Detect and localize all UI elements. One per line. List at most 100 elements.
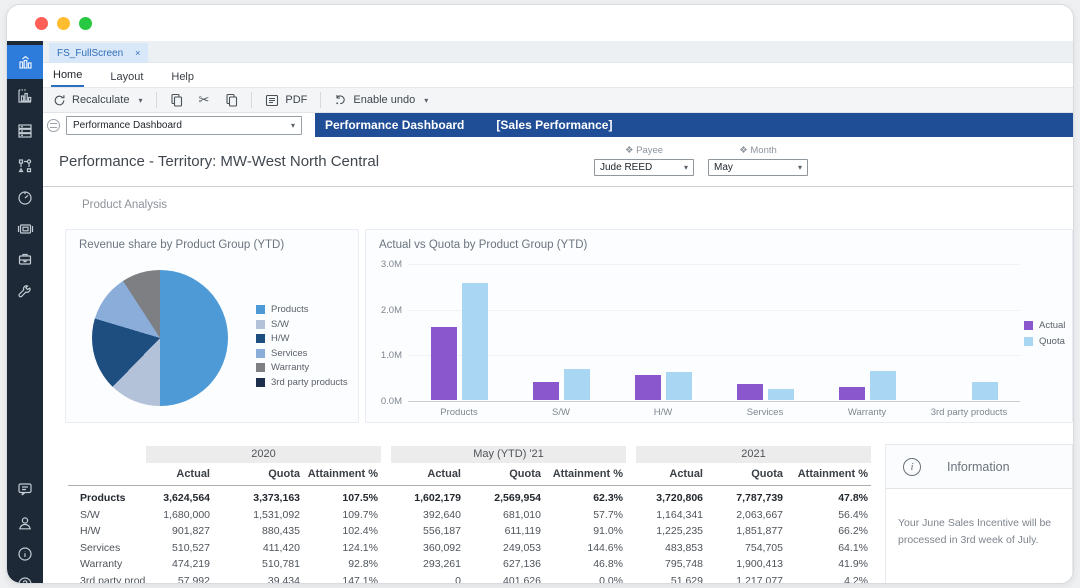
pdf-button[interactable]: PDF: [265, 94, 307, 107]
table-row[interactable]: 3rd party produ 57,992 39,434 147.1% 0 401,62…: [68, 573, 871, 584]
menu-help[interactable]: Help: [171, 71, 194, 83]
table-cell[interactable]: 411,420: [262, 541, 300, 554]
table-cell[interactable]: 1,217,077: [736, 574, 783, 584]
recalculate-button[interactable]: Recalculate ▾: [53, 94, 143, 107]
quota-bar-h-w[interactable]: [665, 372, 692, 400]
menu-home[interactable]: Home: [51, 66, 85, 87]
table-cell[interactable]: 401,626: [503, 574, 541, 584]
table-column-header[interactable]: Attainment %: [307, 467, 378, 480]
table-row[interactable]: H/W 901,827 880,435 102.4% 556,187 611,119 91.…: [68, 523, 871, 540]
table-cell[interactable]: 7,787,739: [736, 492, 783, 505]
quota-bar-s-w[interactable]: [563, 368, 590, 400]
table-cell[interactable]: 0: [455, 574, 461, 584]
table-cell[interactable]: 1,164,341: [656, 508, 703, 521]
actual-bar-s-w[interactable]: [532, 382, 559, 400]
copy-icon[interactable]: [170, 93, 183, 107]
table-cell[interactable]: 249,053: [503, 541, 541, 554]
table-cell[interactable]: 360,092: [423, 541, 461, 554]
table-column-header[interactable]: Actual: [176, 467, 210, 480]
table-row[interactable]: Products 3,624,564 3,373,163 107.5% 1,602,17…: [68, 490, 871, 507]
tab-fs-fullscreen[interactable]: FS_FullScreen ×: [49, 43, 149, 63]
actual-bar-products[interactable]: [430, 326, 457, 400]
table-cell[interactable]: 1,225,235: [656, 525, 703, 538]
data-icon[interactable]: [7, 121, 43, 141]
table-cell[interactable]: 56.4%: [838, 508, 868, 521]
table-row[interactable]: Warranty 474,219 510,781 92.8% 293,261 627,13…: [68, 556, 871, 573]
table-cell[interactable]: 107.5%: [342, 492, 378, 505]
table-cell[interactable]: 62.3%: [593, 492, 623, 505]
table-cell[interactable]: 510,527: [172, 541, 210, 554]
table-column-header[interactable]: Quota: [509, 467, 541, 480]
table-cell[interactable]: 2,569,954: [494, 492, 541, 505]
table-cell[interactable]: 1,680,000: [163, 508, 210, 521]
enable-undo-button[interactable]: Enable undo ▾: [334, 94, 428, 106]
table-column-header[interactable]: Quota: [268, 467, 300, 480]
table-cell[interactable]: 901,827: [172, 525, 210, 538]
table-cell[interactable]: 880,435: [262, 525, 300, 538]
paste-icon[interactable]: [225, 93, 238, 107]
help-icon[interactable]: [7, 574, 43, 583]
table-cell[interactable]: 92.8%: [348, 558, 378, 571]
table-cell[interactable]: 102.4%: [342, 525, 378, 538]
toolbox-icon[interactable]: [7, 249, 43, 269]
month-dropdown[interactable]: May ▾: [708, 159, 808, 176]
table-cell[interactable]: 144.6%: [587, 541, 623, 554]
table-column-header[interactable]: Attainment %: [797, 467, 868, 480]
table-column-header[interactable]: Attainment %: [552, 467, 623, 480]
table-cell[interactable]: 483,853: [665, 541, 703, 554]
close-window-button[interactable]: [35, 17, 48, 30]
table-cell[interactable]: 681,010: [503, 508, 541, 521]
presentation-icon[interactable]: [7, 219, 43, 239]
wrench-icon[interactable]: [7, 283, 43, 303]
payee-dropdown[interactable]: Jude REED ▾: [594, 159, 694, 176]
table-cell[interactable]: 64.1%: [838, 541, 868, 554]
table-cell[interactable]: 474,219: [172, 558, 210, 571]
table-cell[interactable]: 47.8%: [838, 492, 868, 505]
table-cell[interactable]: 1,602,179: [414, 492, 461, 505]
table-cell[interactable]: 0.0%: [599, 574, 623, 584]
table-cell[interactable]: 627,136: [503, 558, 541, 571]
table-column-header[interactable]: Quota: [751, 467, 783, 480]
table-cell[interactable]: 1,851,877: [736, 525, 783, 538]
dashboard-icon[interactable]: [7, 45, 43, 79]
table-cell[interactable]: 611,119: [504, 525, 541, 538]
table-cell[interactable]: 510,781: [262, 558, 300, 571]
bar-chart-plot[interactable]: 0.0M 1.0M 2.0M 3.0M Products S/W H/W Services Wa…: [381, 259, 1020, 418]
table-cell[interactable]: 1,531,092: [253, 508, 300, 521]
table-cell[interactable]: 4.2%: [844, 574, 868, 584]
actual-bar-h-w[interactable]: [634, 374, 661, 400]
quota-bar-warranty[interactable]: [869, 371, 896, 400]
chevron-down-icon[interactable]: ▾: [138, 95, 143, 105]
quota-bar-services[interactable]: [767, 388, 794, 400]
actual-bar-services[interactable]: [736, 383, 763, 400]
table-cell[interactable]: 66.2%: [838, 525, 868, 538]
table-cell[interactable]: 91.0%: [593, 525, 623, 538]
table-cell[interactable]: 3,624,564: [163, 492, 210, 505]
table-cell[interactable]: 392,640: [423, 508, 461, 521]
process-icon[interactable]: [7, 156, 43, 176]
table-row[interactable]: S/W 1,680,000 1,531,092 109.7% 392,640 681,01…: [68, 507, 871, 524]
cut-icon[interactable]: ✂: [198, 92, 210, 107]
table-cell[interactable]: 795,748: [665, 558, 703, 571]
tab-close-icon[interactable]: ×: [135, 48, 141, 58]
user-icon[interactable]: [7, 513, 43, 533]
table-cell[interactable]: 46.8%: [593, 558, 623, 571]
table-cell[interactable]: 51,629: [670, 574, 703, 584]
minimize-window-button[interactable]: [57, 17, 70, 30]
pie-chart[interactable]: [92, 270, 228, 406]
menu-layout[interactable]: Layout: [110, 71, 144, 83]
actual-bar-warranty[interactable]: [838, 386, 865, 400]
table-row[interactable]: Services 510,527 411,420 124.1% 360,092 249,0…: [68, 540, 871, 557]
table-cell[interactable]: 3,720,806: [656, 492, 703, 505]
table-cell[interactable]: 293,261: [423, 558, 461, 571]
gauge-icon[interactable]: [7, 188, 43, 208]
zoom-window-button[interactable]: [79, 17, 92, 30]
table-cell[interactable]: 147.1%: [342, 574, 378, 584]
table-cell[interactable]: 556,187: [423, 525, 461, 538]
table-cell[interactable]: 57.7%: [593, 508, 623, 521]
table-column-header[interactable]: Actual: [427, 467, 461, 480]
view-selector[interactable]: Performance Dashboard ▾: [66, 116, 302, 135]
table-cell[interactable]: 57,992: [177, 574, 210, 584]
table-cell[interactable]: 754,705: [745, 541, 783, 554]
table-cell[interactable]: 39,434: [267, 574, 300, 584]
